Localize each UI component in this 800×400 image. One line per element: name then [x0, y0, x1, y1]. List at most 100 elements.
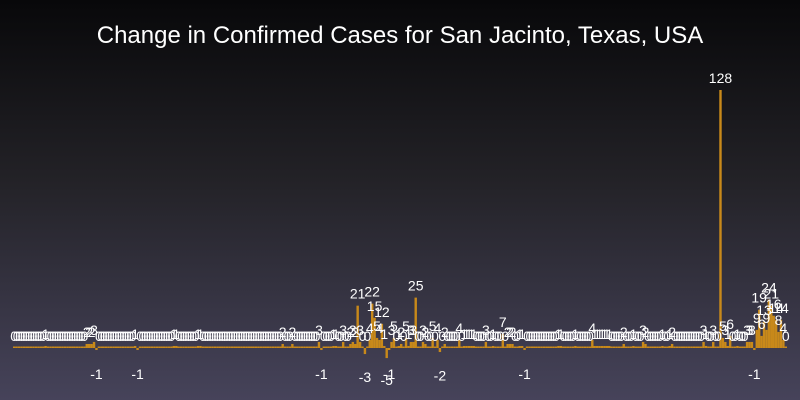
data-label: 0 [112, 328, 120, 344]
bar [610, 346, 613, 348]
bar [646, 346, 650, 348]
data-label: 0 [424, 328, 432, 344]
bar [39, 346, 43, 348]
bar [58, 346, 62, 348]
data-label: 1 [516, 326, 524, 342]
bar [281, 343, 284, 348]
bar [511, 343, 514, 348]
data-label: 0 [344, 328, 352, 344]
data-label: 1 [596, 326, 604, 342]
data-label: 3 [409, 322, 417, 338]
bar [658, 346, 662, 348]
data-label: 0 [627, 328, 635, 344]
data-label: 0 [567, 328, 575, 344]
data-label: 0 [252, 328, 260, 344]
data-label: 0 [189, 328, 197, 344]
data-label: 0 [526, 328, 534, 344]
data-label: 1 [463, 326, 471, 342]
bar [66, 346, 69, 348]
data-label: 0 [533, 328, 541, 344]
data-label: 3 [748, 322, 756, 338]
bar [112, 346, 115, 348]
data-label: 0 [632, 328, 640, 344]
data-label: 1 [630, 326, 638, 342]
data-label: 0 [15, 328, 23, 344]
bar [443, 343, 446, 348]
bar [332, 345, 335, 348]
data-label: 0 [438, 328, 446, 344]
bar [429, 346, 432, 348]
bar [731, 346, 734, 348]
data-label: 0 [431, 328, 439, 344]
data-label: 1 [197, 326, 205, 342]
bar [235, 346, 238, 348]
bar [641, 341, 645, 348]
data-label: 3 [356, 322, 364, 338]
data-label: 0 [146, 328, 154, 344]
bar [298, 346, 301, 348]
bar [489, 346, 492, 348]
bar [286, 346, 289, 348]
data-label: 1 [555, 326, 563, 342]
data-label: 0 [247, 328, 255, 344]
bar [329, 346, 333, 348]
bar [750, 341, 754, 348]
data-label: 0 [187, 328, 195, 344]
data-label: 0 [480, 328, 488, 344]
bar [554, 346, 558, 348]
data-label: 0 [272, 328, 280, 344]
bar [240, 346, 243, 348]
bar [322, 346, 326, 348]
data-label: 1 [405, 326, 413, 342]
data-label: 1 [380, 326, 388, 342]
bar [629, 346, 633, 348]
data-label: 1 [470, 326, 478, 342]
bar [44, 345, 47, 348]
data-label: 0 [71, 328, 79, 344]
bar [632, 345, 635, 348]
data-label: 0 [199, 328, 207, 344]
data-label: 0 [44, 328, 52, 344]
data-label: 0 [255, 328, 263, 344]
data-label: 3 [315, 322, 323, 338]
bar [390, 341, 393, 348]
data-label: 0 [443, 328, 451, 344]
bar [392, 337, 396, 348]
data-label: -3 [359, 369, 372, 385]
bar [682, 346, 686, 348]
data-label: 4 [455, 320, 463, 336]
bar [699, 346, 703, 348]
bar [465, 345, 468, 348]
bar [745, 341, 749, 348]
bar [305, 346, 309, 348]
bar [177, 346, 180, 348]
bar [569, 346, 572, 348]
data-label: 4 [366, 320, 374, 336]
data-label: 0 [221, 328, 229, 344]
bar [736, 345, 739, 348]
bar [516, 346, 519, 348]
bar [433, 346, 437, 348]
data-label: 0 [535, 328, 543, 344]
data-label: 0 [584, 328, 592, 344]
data-label: 0 [313, 328, 321, 344]
data-label: 0 [581, 328, 589, 344]
data-label: 0 [540, 328, 548, 344]
data-label: 0 [211, 328, 219, 344]
bar [523, 348, 526, 351]
data-label: 2 [279, 324, 287, 340]
bar [337, 346, 340, 348]
data-label: 1 [571, 326, 579, 342]
data-label: 5 [402, 318, 410, 334]
data-labels-group: 0000000000000100000000000000002223-10000… [10, 70, 790, 388]
bar [97, 346, 101, 348]
bar [162, 346, 166, 348]
data-label: 2 [642, 324, 650, 340]
data-label: 3 [743, 322, 751, 338]
data-label: 0 [160, 328, 168, 344]
data-label: 1 [332, 326, 340, 342]
bar [119, 346, 122, 348]
bar [709, 346, 713, 348]
bar [506, 343, 509, 348]
bar [591, 339, 594, 348]
